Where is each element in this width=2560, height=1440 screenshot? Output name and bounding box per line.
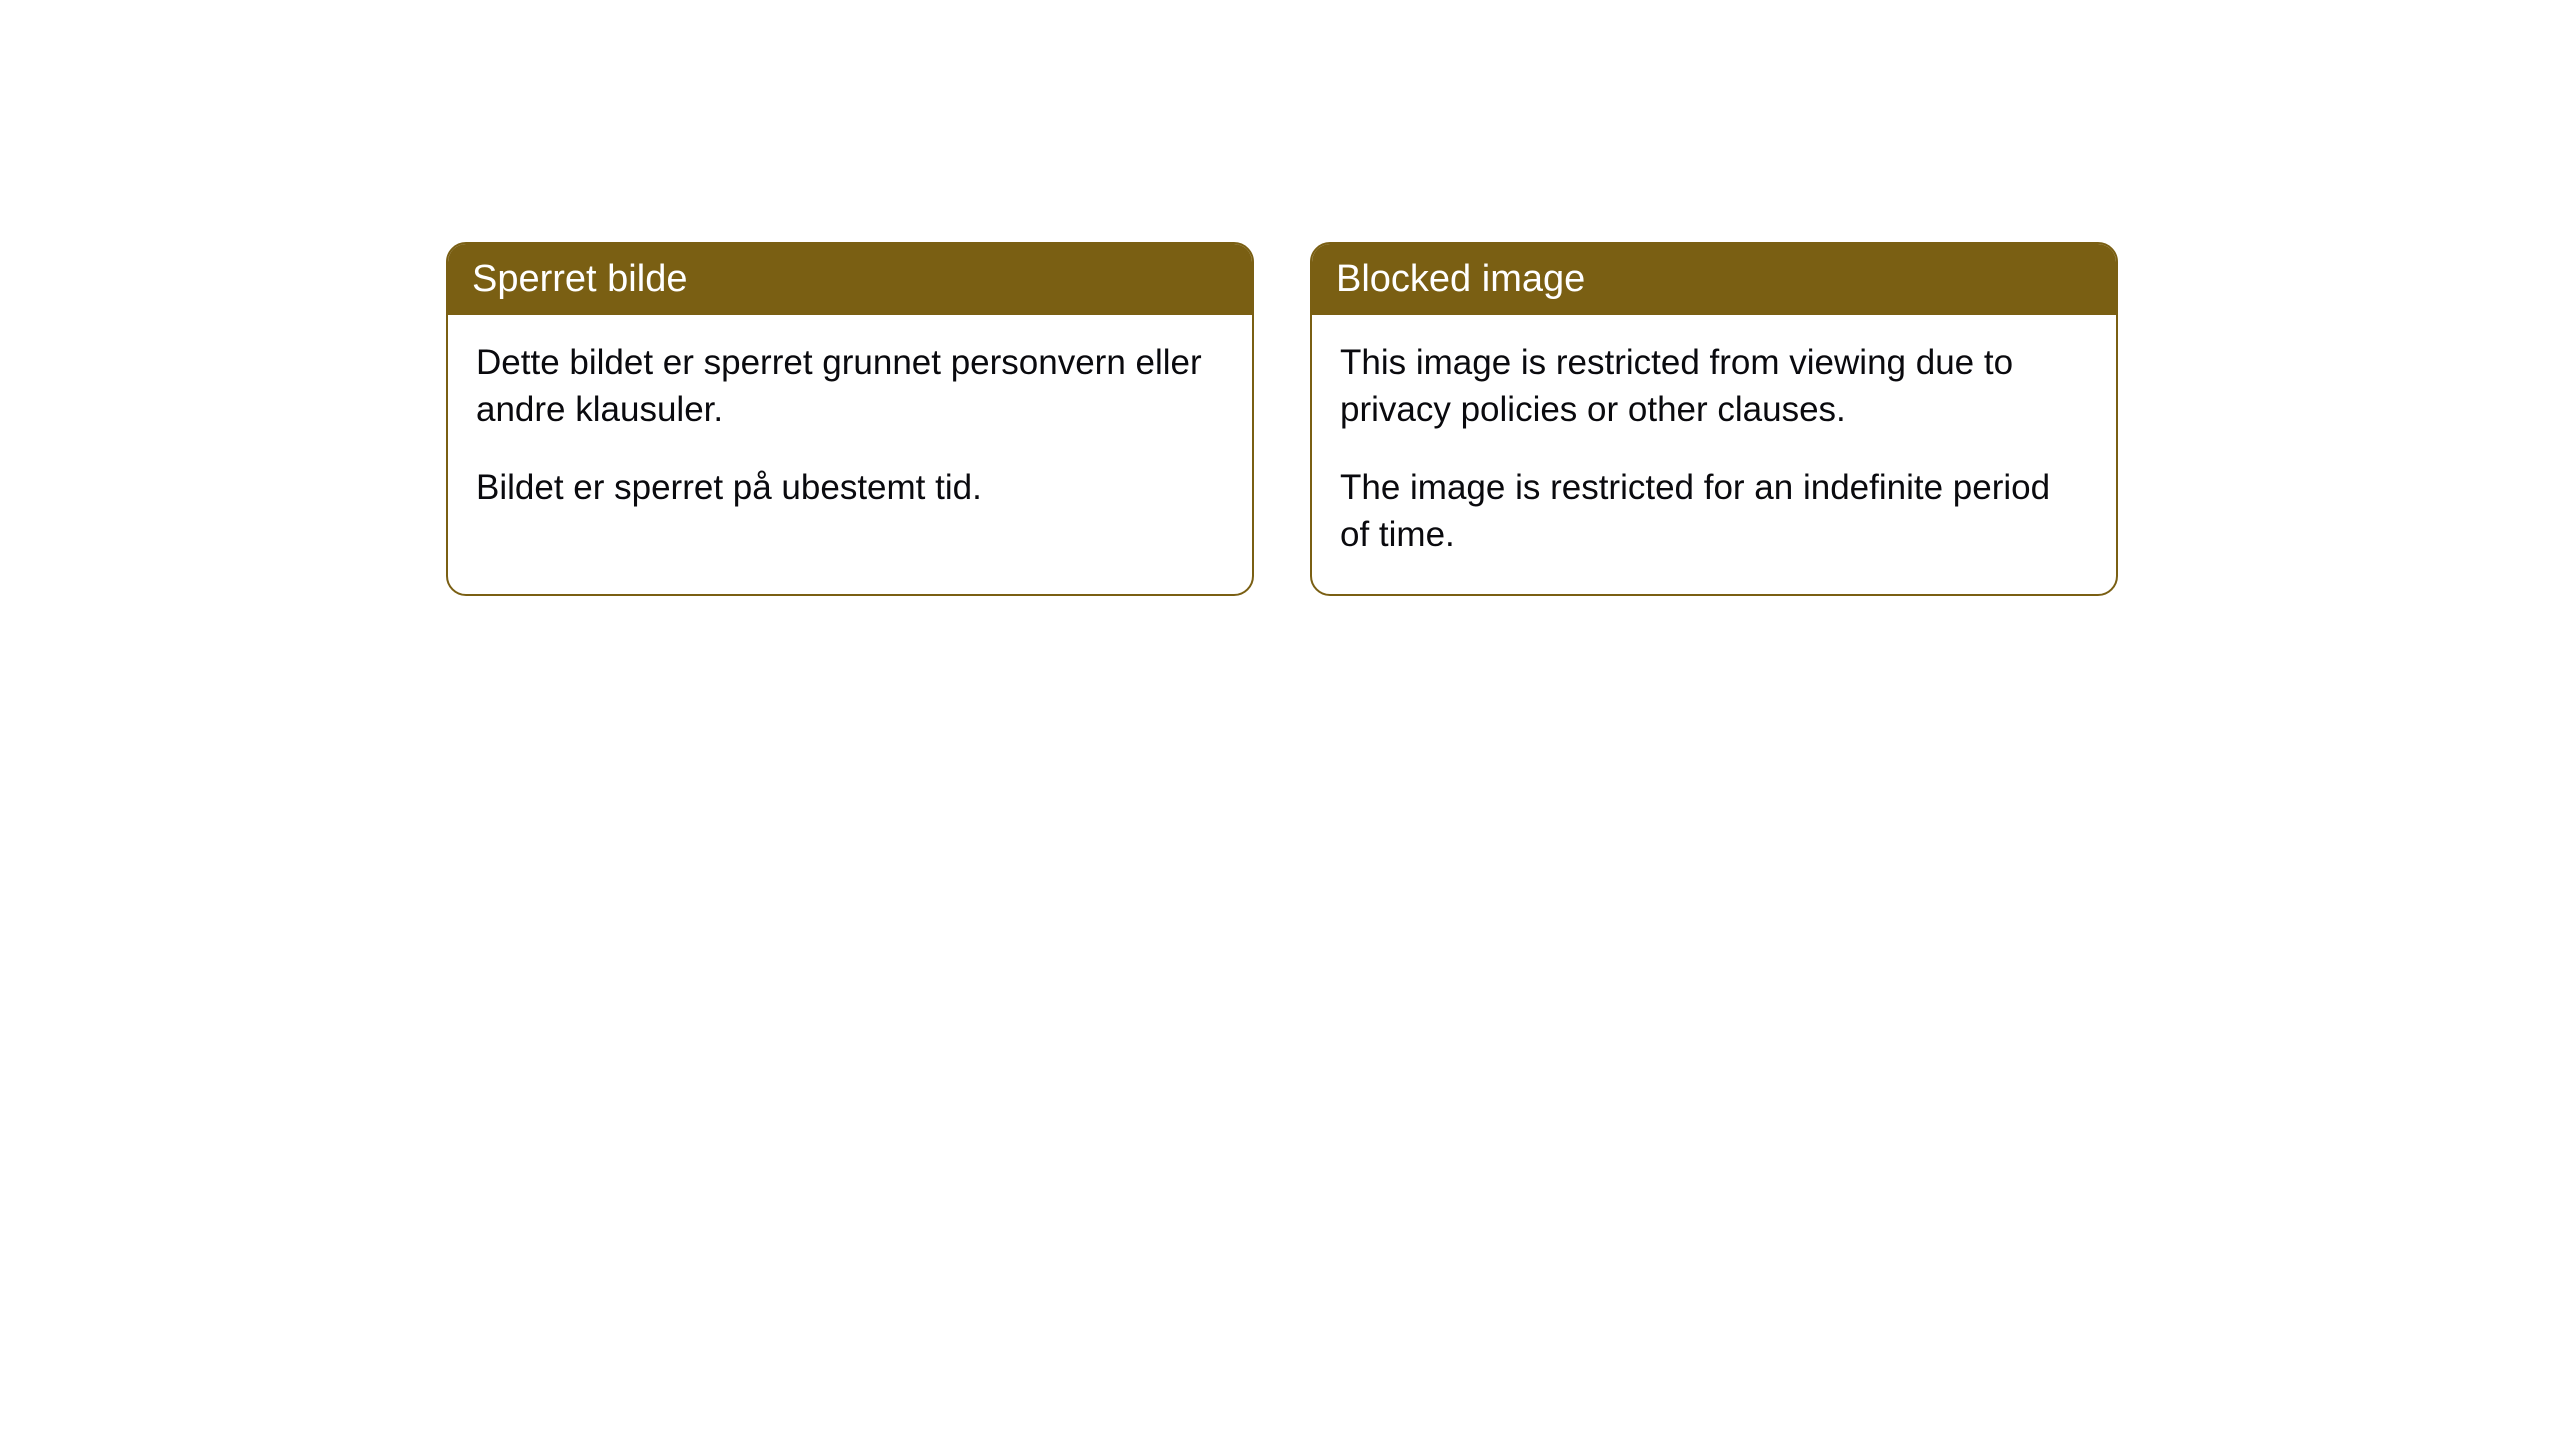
card-paragraph: The image is restricted for an indefinit…: [1340, 464, 2088, 559]
card-header: Blocked image: [1312, 244, 2116, 315]
card-title: Blocked image: [1336, 258, 1585, 300]
notice-card-english: Blocked image This image is restricted f…: [1310, 242, 2118, 596]
card-body: Dette bildet er sperret grunnet personve…: [448, 315, 1252, 547]
card-paragraph: This image is restricted from viewing du…: [1340, 339, 2088, 434]
card-paragraph: Bildet er sperret på ubestemt tid.: [476, 464, 1224, 511]
card-header: Sperret bilde: [448, 244, 1252, 315]
notice-cards-container: Sperret bilde Dette bildet er sperret gr…: [0, 0, 2560, 596]
card-body: This image is restricted from viewing du…: [1312, 315, 2116, 594]
card-paragraph: Dette bildet er sperret grunnet personve…: [476, 339, 1224, 434]
notice-card-norwegian: Sperret bilde Dette bildet er sperret gr…: [446, 242, 1254, 596]
card-title: Sperret bilde: [472, 258, 687, 300]
